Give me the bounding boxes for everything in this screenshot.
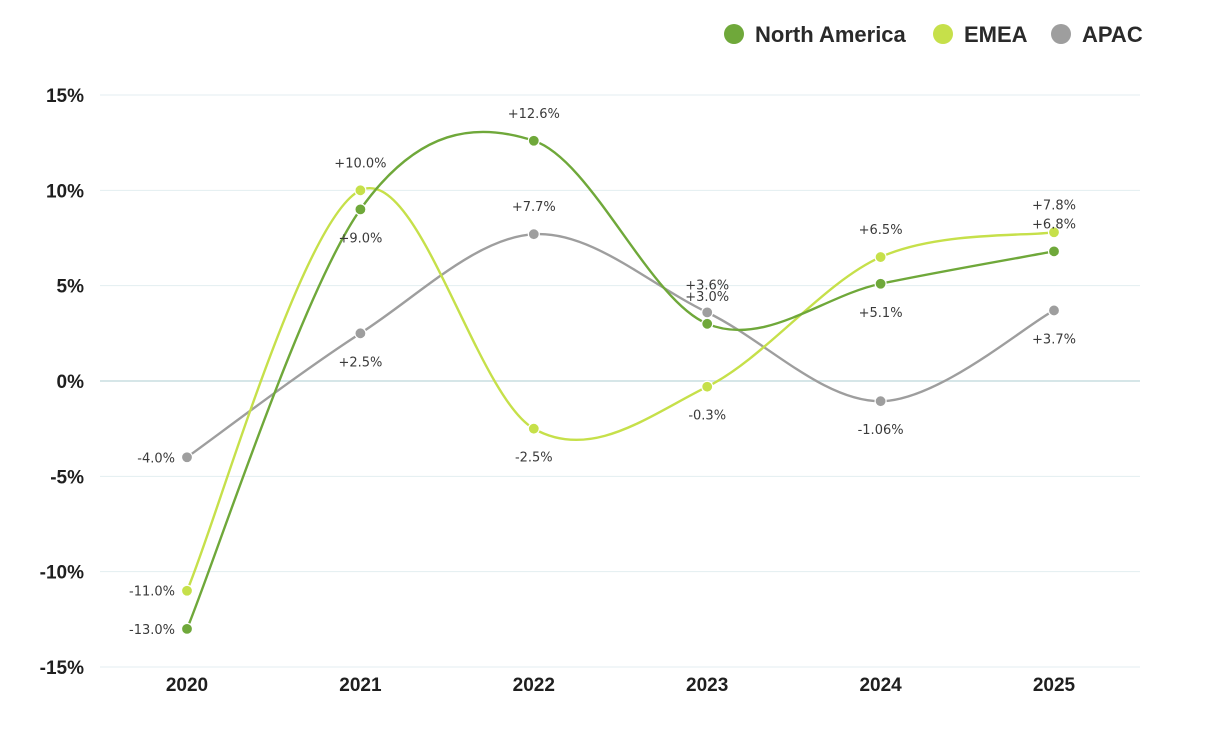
point-emea-2022[interactable] xyxy=(527,422,540,435)
point-apac-2023[interactable] xyxy=(701,306,714,319)
point-apac-2024[interactable] xyxy=(874,395,887,408)
legend-label-north-america: North America xyxy=(755,22,907,47)
legend-marker-north-america xyxy=(724,24,744,44)
point-north-america-2023[interactable] xyxy=(701,317,714,330)
point-emea-2023[interactable] xyxy=(701,380,714,393)
point-emea-2025[interactable] xyxy=(1047,226,1061,239)
data-label-north-america-2022: +12.6% xyxy=(508,107,560,122)
x-tick-label-2023: 2023 xyxy=(686,675,728,696)
data-label-apac-2025: +3.7% xyxy=(1032,332,1076,347)
point-apac-2021[interactable] xyxy=(354,327,367,340)
y-tick-label: -5% xyxy=(50,467,84,488)
data-label-emea-2023: -0.3% xyxy=(688,409,726,424)
x-tick-label-2021: 2021 xyxy=(339,675,382,696)
data-label-emea-2021: +10.0% xyxy=(334,156,386,171)
data-label-apac-2024: -1.06% xyxy=(858,423,904,438)
point-north-america-2025[interactable] xyxy=(1047,245,1061,258)
legend-item-north-america[interactable]: North America xyxy=(724,22,907,47)
point-north-america-2020[interactable] xyxy=(180,622,194,635)
y-tick-label: 10% xyxy=(46,181,84,202)
point-north-america-2024[interactable] xyxy=(874,277,887,290)
x-tick-label-2022: 2022 xyxy=(513,675,555,696)
data-label-emea-2024: +6.5% xyxy=(859,223,903,238)
data-label-apac-2022: +7.7% xyxy=(512,200,556,215)
data-label-apac-2023: +3.6% xyxy=(685,278,729,293)
x-axis: 2020 2021 2022 2023 2024 2025 xyxy=(166,675,1076,696)
y-tick-label: 0% xyxy=(57,372,85,393)
series-line-apac xyxy=(185,232,1056,459)
point-north-america-2021[interactable] xyxy=(354,203,367,216)
point-north-america-2022[interactable] xyxy=(527,134,540,147)
data-labels: -13.0% +9.0% +12.6% +3.0% +5.1% +6.8% -11.0% +1… xyxy=(129,107,1076,638)
data-label-emea-2020: -11.0% xyxy=(129,585,175,600)
legend-label-apac: APAC xyxy=(1082,22,1143,47)
data-label-north-america-2024: +5.1% xyxy=(859,306,903,321)
legend-item-emea[interactable]: EMEA xyxy=(933,22,1028,47)
grid-lines xyxy=(100,94,1140,668)
data-label-north-america-2023: +3.0% xyxy=(685,290,729,305)
x-tick-label-2025: 2025 xyxy=(1033,675,1076,696)
point-apac-2020[interactable] xyxy=(180,451,194,464)
legend-marker-emea xyxy=(933,24,953,44)
point-emea-2024[interactable] xyxy=(874,250,887,264)
legend-item-apac[interactable]: APAC xyxy=(1051,22,1143,47)
data-label-north-america-2025: +6.8% xyxy=(1032,217,1076,232)
y-axis: 15% 10% 5% 0% -5% -10% -15% xyxy=(40,86,84,679)
point-apac-2025[interactable] xyxy=(1047,304,1061,317)
y-tick-label: 5% xyxy=(57,277,85,298)
x-tick-label-2020: 2020 xyxy=(166,675,208,696)
point-emea-2020[interactable] xyxy=(180,584,194,597)
legend: North America EMEA APAC xyxy=(724,22,1143,47)
x-tick-label-2024: 2024 xyxy=(859,675,902,696)
y-tick-label: -15% xyxy=(40,658,84,679)
legend-label-emea: EMEA xyxy=(964,22,1028,47)
data-label-emea-2022: -2.5% xyxy=(515,451,553,466)
point-apac-2022[interactable] xyxy=(527,228,540,241)
point-emea-2021[interactable] xyxy=(354,184,367,197)
data-label-apac-2020: -4.0% xyxy=(137,451,175,466)
data-label-north-america-2021: +9.0% xyxy=(338,231,382,246)
data-label-apac-2021: +2.5% xyxy=(338,355,382,370)
y-tick-label: 15% xyxy=(46,86,84,107)
data-label-emea-2025: +7.8% xyxy=(1032,198,1076,213)
y-tick-label: -10% xyxy=(40,563,84,584)
legend-marker-apac xyxy=(1051,24,1071,44)
data-label-north-america-2020: -13.0% xyxy=(129,623,175,638)
series-points xyxy=(180,134,1061,635)
